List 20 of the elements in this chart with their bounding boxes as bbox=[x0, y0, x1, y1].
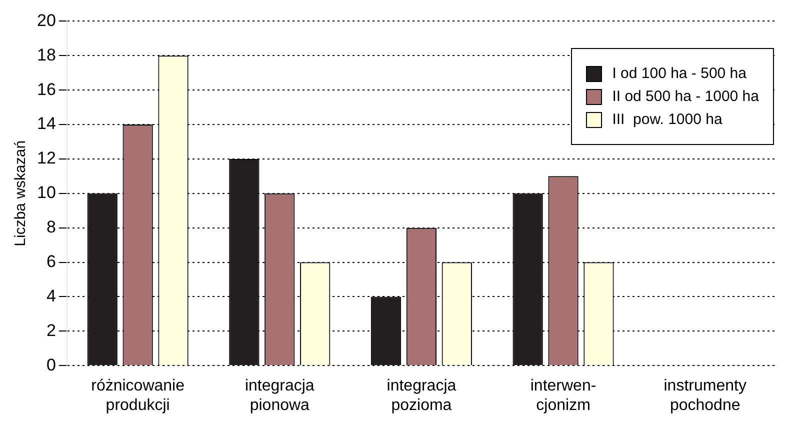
x-tick-label: różnicowanie produkcji bbox=[91, 378, 185, 414]
x-tick-label: integracja pozioma bbox=[386, 378, 456, 414]
y-tick-label: 0 bbox=[46, 355, 56, 374]
y-tick-label: 20 bbox=[36, 10, 56, 30]
y-tick-label: 12 bbox=[36, 148, 56, 168]
legend-label: I od 100 ha - 500 ha bbox=[612, 65, 746, 82]
y-tick-label: 10 bbox=[36, 183, 56, 202]
legend-label: II od 500 ha - 1000 ha bbox=[612, 88, 759, 105]
y-tick-label: 18 bbox=[36, 45, 56, 64]
x-tick-label: interwen- cjonizm bbox=[530, 378, 596, 414]
y-tick-label: 14 bbox=[36, 114, 56, 134]
x-tick-label: integracja pionowa bbox=[244, 378, 314, 414]
y-tick-label: 6 bbox=[46, 252, 56, 271]
x-tick-label: instrumenty pochodne bbox=[664, 378, 746, 414]
legend-label: III pow. 1000 ha bbox=[612, 111, 722, 128]
y-tick-label: 4 bbox=[46, 286, 56, 306]
y-tick-label: 8 bbox=[46, 218, 56, 237]
y-axis-title: Liczba wskazań bbox=[12, 140, 30, 246]
y-tick-label: 16 bbox=[36, 80, 56, 99]
y-tick-label: 2 bbox=[46, 320, 56, 340]
